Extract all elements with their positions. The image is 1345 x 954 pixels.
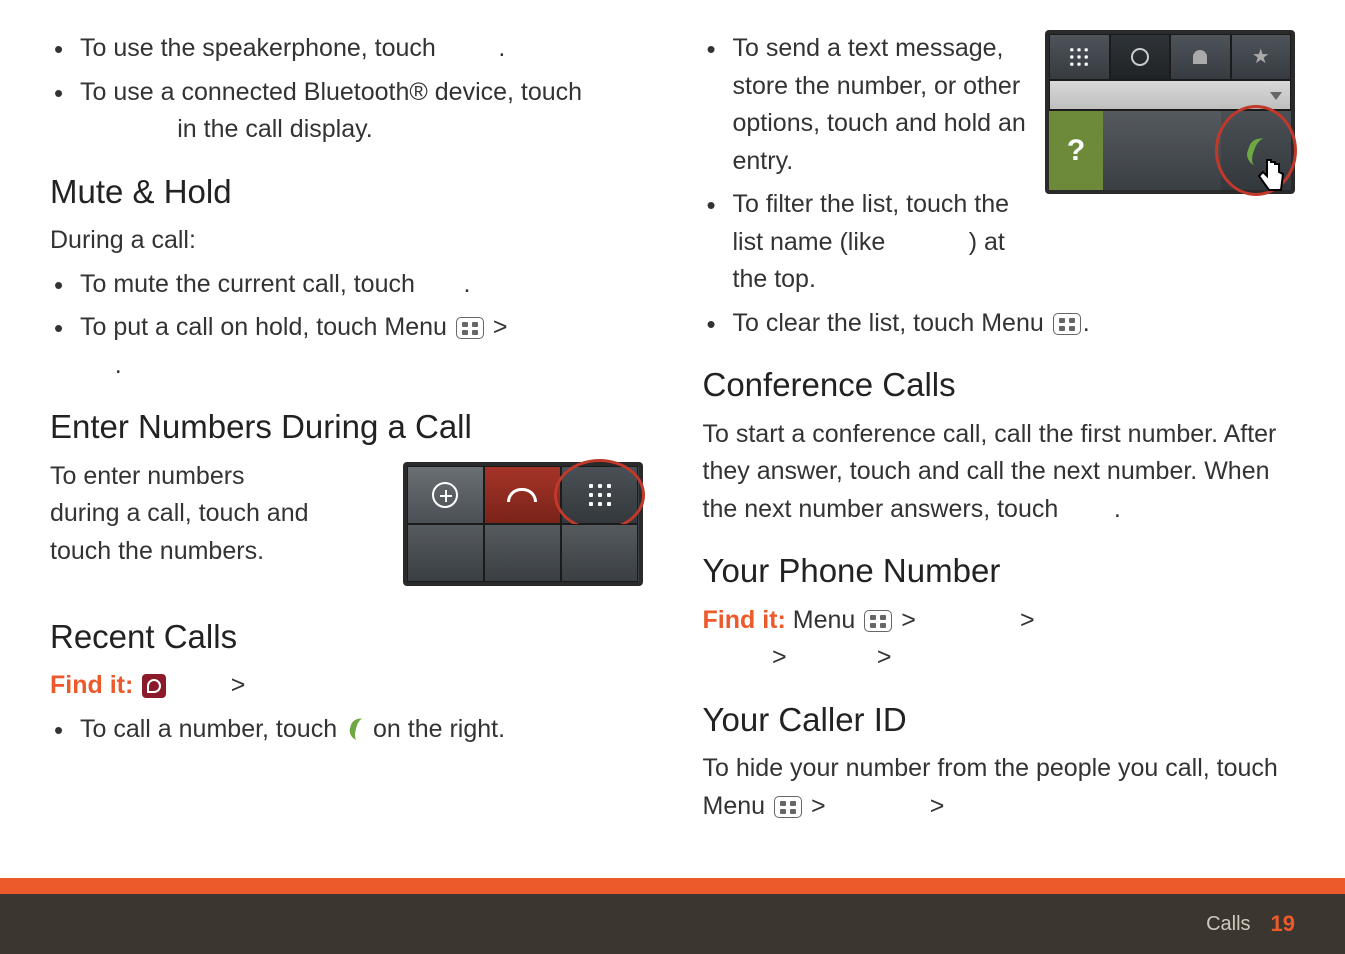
bullet-filter: To filter the list, touch the list name … (703, 186, 1043, 299)
blank-space: . (443, 34, 506, 62)
gt: > (877, 643, 892, 671)
text: To use the speakerphone, touch (80, 34, 436, 62)
during-call-label: During a call: (50, 222, 643, 260)
blank-space: . (80, 351, 122, 379)
recent-calls-illustration: ★ ? (1045, 30, 1295, 194)
text-a: To put a call on hold, touch Menu (80, 313, 447, 341)
enter-numbers-text: To enter numbers during a call, touch an… (50, 458, 310, 571)
gt: > (231, 671, 246, 699)
plus-icon (432, 482, 458, 508)
blank-space: . (422, 270, 471, 298)
find-it-label: Find it: (703, 606, 786, 634)
text-a: To use a connected Bluetooth® device, to… (80, 78, 582, 106)
blank-space (703, 643, 766, 671)
end-call-button (484, 466, 561, 524)
entry-info (1103, 111, 1221, 190)
bullet-clear-list: To clear the list, touch Menu . (703, 305, 1296, 343)
heading-recent-calls: Recent Calls (50, 612, 643, 662)
heading-enter-numbers: Enter Numbers During a Call (50, 402, 643, 452)
blank-space (892, 228, 961, 256)
find-it-recent: Find it: > (50, 667, 643, 705)
heading-phone-number: Your Phone Number (703, 546, 1296, 596)
gt: > (493, 313, 508, 341)
call-icon (346, 717, 364, 743)
page-content: To use the speakerphone, touch . To use … (0, 0, 1345, 870)
menu-icon (1053, 313, 1081, 335)
menu-label: Menu (793, 606, 856, 634)
dialpad-icon (589, 484, 611, 506)
blank-space: . (1065, 495, 1121, 523)
blank-space (923, 606, 1013, 634)
caller-id-text: To hide your number from the people you … (703, 750, 1296, 825)
blank-space (833, 792, 923, 820)
menu-icon (456, 317, 484, 339)
blank-space (175, 671, 224, 699)
footer-accent-bar (0, 878, 1345, 894)
heading-caller-id: Your Caller ID (703, 695, 1296, 745)
tab-favorites: ★ (1231, 34, 1292, 80)
phone-app-icon (142, 674, 166, 698)
tab-dialer (1049, 34, 1110, 80)
gt: > (901, 606, 916, 634)
menu-icon (774, 796, 802, 818)
call-log-entry: ? (1049, 110, 1291, 190)
bullet-send-text: To send a text message, store the number… (703, 30, 1043, 180)
tap-hand-icon (1247, 150, 1295, 198)
bullet-call-number: To call a number, touch on the right. (50, 711, 643, 749)
text-b: in the call display. (177, 115, 372, 143)
right-column: ★ ? To send a text message, stor (703, 30, 1296, 870)
conference-text: To start a conference call, call the fir… (703, 416, 1296, 529)
dialpad-icon (1070, 48, 1088, 66)
gt: > (772, 643, 787, 671)
page-number: 19 (1271, 911, 1295, 937)
key-blank (407, 524, 484, 582)
hangup-icon (507, 488, 537, 502)
add-call-button (407, 466, 484, 524)
menu-icon (864, 610, 892, 632)
bullet-bluetooth: To use a connected Bluetooth® device, to… (50, 74, 643, 149)
star-icon: ★ (1252, 42, 1270, 72)
contact-avatar: ? (1049, 111, 1103, 190)
clock-icon (1131, 48, 1149, 66)
gt: > (1020, 606, 1035, 634)
text: To mute the current call, touch (80, 270, 415, 298)
footer-section-label: Calls (1206, 913, 1250, 936)
bullet-hold: To put a call on hold, touch Menu > . (50, 309, 643, 384)
dialpad-illustration (403, 462, 643, 586)
blank-space (80, 115, 170, 143)
bullet-mute: To mute the current call, touch . (50, 266, 643, 304)
key-blank (561, 524, 638, 582)
text: To start a conference call, call the fir… (703, 420, 1277, 523)
tab-recent (1110, 34, 1171, 80)
find-it-phone-number: Find it: Menu > > > > (703, 602, 1296, 677)
bullet-speakerphone: To use the speakerphone, touch . (50, 30, 643, 68)
heading-conference: Conference Calls (703, 360, 1296, 410)
entry-call-button (1221, 111, 1291, 190)
page-footer: Calls 19 (0, 894, 1345, 954)
find-it-label: Find it: (50, 671, 133, 699)
text-a: To filter the list, touch the list name … (733, 190, 1010, 256)
dialpad-button (561, 466, 638, 524)
heading-mute-hold: Mute & Hold (50, 167, 643, 217)
key-blank (484, 524, 561, 582)
text-b: on the right. (373, 715, 505, 743)
tab-contacts (1170, 34, 1231, 80)
left-column: To use the speakerphone, touch . To use … (50, 30, 643, 870)
blank-space (794, 643, 870, 671)
person-icon (1193, 50, 1207, 64)
gt: > (811, 792, 826, 820)
text-a: To clear the list, touch Menu (733, 309, 1044, 337)
text-a: To call a number, touch (80, 715, 337, 743)
gt: > (930, 792, 945, 820)
